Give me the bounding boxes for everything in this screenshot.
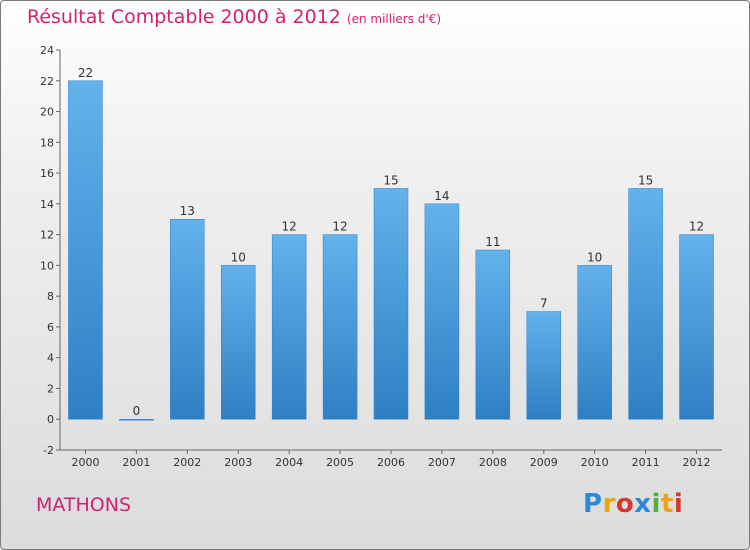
bar — [424, 203, 460, 420]
x-tick-label: 2012 — [683, 456, 711, 469]
logo-letter-i: i — [651, 489, 661, 519]
x-tick-label: 2008 — [479, 456, 507, 469]
y-tick-label: 20 — [40, 106, 54, 119]
y-tick-label: 22 — [40, 75, 54, 88]
bar-value-label: 7 — [540, 297, 548, 311]
x-tick-label: 2006 — [377, 456, 405, 469]
bar — [220, 265, 256, 420]
bar — [373, 188, 409, 420]
bar-value-label: 12 — [689, 220, 704, 234]
logo-letter-i2: i — [673, 489, 684, 519]
bar-value-label: 10 — [587, 250, 602, 264]
x-tick-label: 2002 — [173, 456, 201, 469]
y-tick-label: 6 — [47, 321, 54, 334]
bar — [526, 311, 562, 420]
y-tick-label: 2 — [47, 382, 54, 395]
bar — [68, 80, 103, 420]
bar-value-label: 15 — [383, 173, 398, 187]
bar — [322, 234, 358, 420]
y-tick-label: 14 — [40, 198, 54, 211]
logo-letter-t: t — [660, 489, 674, 519]
bar-value-label: 12 — [282, 220, 297, 234]
y-tick-label: -2 — [43, 444, 54, 457]
y-tick-label: 12 — [40, 229, 54, 242]
bar — [271, 234, 307, 420]
y-tick-label: 18 — [40, 136, 54, 149]
chart-subtitle: (en milliers d'€) — [346, 12, 442, 26]
logo-letter-r: r — [602, 489, 616, 519]
y-tick-label: 16 — [40, 167, 54, 180]
y-tick-label: 8 — [47, 290, 54, 303]
logo-letter-o: o — [615, 489, 635, 519]
logo-letter-p: P — [583, 489, 603, 519]
bar-value-label: 12 — [332, 220, 347, 234]
x-tick-label: 2007 — [428, 456, 456, 469]
bar-value-label: 14 — [434, 189, 449, 203]
bar — [475, 249, 511, 420]
bar-value-label: 11 — [485, 235, 500, 249]
x-tick-label: 2011 — [632, 456, 660, 469]
y-tick-label: 0 — [47, 413, 54, 426]
x-tick-label: 2003 — [224, 456, 252, 469]
bar-value-label: 22 — [78, 66, 93, 80]
x-tick-label: 2000 — [71, 456, 99, 469]
x-tick-label: 2004 — [275, 456, 303, 469]
x-tick-label: 2001 — [122, 456, 150, 469]
x-tick-label: 2005 — [326, 456, 354, 469]
bar-value-label: 13 — [180, 204, 195, 218]
y-tick-label: 24 — [40, 44, 54, 57]
x-tick-label: 2009 — [530, 456, 558, 469]
place-name: MATHONS — [36, 494, 132, 516]
y-tick-label: 4 — [47, 352, 54, 365]
bar-value-label: 10 — [231, 250, 246, 264]
logo-letter-x: x — [634, 489, 652, 519]
bar — [170, 218, 205, 420]
x-tick-label: 2010 — [581, 456, 609, 469]
bar-value-label: 15 — [638, 173, 653, 187]
title-text: Résultat Comptable 2000 à 2012 — [27, 6, 341, 28]
y-tick-label: 10 — [40, 259, 54, 272]
bar — [679, 234, 714, 420]
bar-value-label: 0 — [133, 404, 141, 418]
proxiti-logo[interactable]: Proxiti — [583, 489, 683, 519]
bar — [577, 265, 612, 420]
chart-title: Résultat Comptable 2000 à 2012 (en millie… — [27, 6, 441, 28]
bar — [628, 188, 663, 420]
bar — [119, 418, 154, 421]
